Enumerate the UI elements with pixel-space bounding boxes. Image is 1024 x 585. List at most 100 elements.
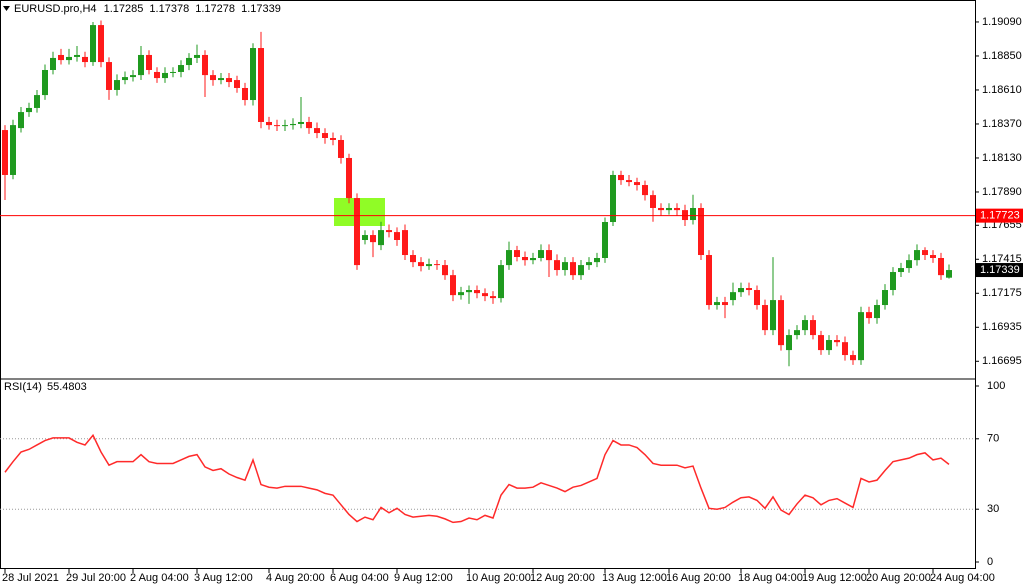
- candle-body: [426, 264, 432, 267]
- candle-body: [890, 272, 896, 291]
- candle-body: [66, 56, 72, 61]
- candle-body: [146, 54, 152, 70]
- candle-body: [50, 57, 56, 70]
- candle-body: [858, 312, 864, 361]
- candle-body: [690, 207, 696, 221]
- candle-body: [74, 54, 80, 57]
- candle-body: [26, 107, 32, 113]
- candle-body: [274, 125, 280, 127]
- candle-body: [306, 121, 312, 129]
- candle-body: [562, 262, 568, 271]
- candle-body: [186, 57, 192, 66]
- y-tick-label: 1.17175: [982, 287, 1022, 299]
- candle-body: [610, 174, 616, 223]
- candle-body: [754, 290, 760, 306]
- candle-body: [466, 290, 472, 293]
- candle-body: [98, 25, 104, 63]
- candle-body: [290, 123, 296, 126]
- candle-body: [674, 207, 680, 211]
- candle-body: [586, 262, 592, 266]
- candle-body: [18, 112, 24, 129]
- candle-body: [34, 95, 40, 108]
- candle-body: [490, 296, 496, 299]
- candle-body: [602, 222, 608, 258]
- candle-body: [402, 230, 408, 256]
- candle-body: [594, 257, 600, 263]
- candle-body: [778, 300, 784, 346]
- candle-body: [946, 270, 952, 278]
- candle-body: [178, 65, 184, 72]
- candle-body: [538, 250, 544, 258]
- candle-body: [506, 250, 512, 266]
- candle-body: [210, 75, 216, 81]
- candle-body: [250, 48, 256, 101]
- y-tick-label: 1.19090: [982, 16, 1022, 28]
- candle-body: [618, 174, 624, 181]
- hline-tag-label: 1.17723: [980, 210, 1020, 222]
- rsi-title: RSI(14): [4, 381, 42, 393]
- candle-body: [314, 128, 320, 134]
- y-tick-label: 100: [987, 380, 1005, 392]
- candle-body: [162, 72, 168, 79]
- hline-tag: [976, 208, 1023, 223]
- candle-body: [298, 121, 304, 124]
- candle-body: [842, 342, 848, 356]
- x-tick-label: 9 Aug 12:00: [394, 572, 453, 584]
- candle-body: [58, 54, 64, 61]
- candle-body: [722, 302, 728, 306]
- y-tick-label: 1.16695: [982, 355, 1022, 367]
- candle-body: [906, 260, 912, 269]
- rsi-last: 55.4803: [47, 381, 87, 393]
- candle-body: [530, 257, 536, 261]
- candle-body: [122, 77, 128, 81]
- rsi-header: RSI(14) 55.4803: [4, 381, 87, 393]
- candle-body: [418, 262, 424, 267]
- candle-body: [170, 71, 176, 73]
- candle-body: [866, 312, 872, 319]
- candle-body: [874, 305, 880, 319]
- candle-body: [578, 265, 584, 276]
- candle-body: [106, 62, 112, 90]
- candle-body: [458, 292, 464, 296]
- candle-body: [114, 80, 120, 90]
- plot-frame: [0, 0, 976, 569]
- x-tick-label: 12 Aug 20:00: [530, 572, 595, 584]
- y-tick-label: 1.18850: [982, 50, 1022, 62]
- rsi-line: [4, 433, 950, 524]
- x-tick-label: 18 Aug 04:00: [738, 572, 803, 584]
- x-tick-label: 28 Jul 2021: [2, 572, 59, 584]
- candle-body: [330, 137, 336, 140]
- candle-body: [730, 292, 736, 301]
- candle-body: [514, 250, 520, 258]
- candle-body: [762, 305, 768, 331]
- last-close: 1.17339: [241, 3, 281, 15]
- candle-body: [482, 293, 488, 297]
- x-tick-label: 19 Aug 12:00: [802, 572, 867, 584]
- candle-body: [794, 330, 800, 336]
- candle-body: [474, 290, 480, 294]
- candle-body: [498, 265, 504, 299]
- y-tick-label: 1.18610: [982, 84, 1022, 96]
- candle-body: [410, 255, 416, 263]
- x-tick-label: 24 Aug 04:00: [930, 572, 995, 584]
- candle-body: [362, 235, 368, 241]
- candle-body: [650, 195, 656, 208]
- candle-body: [82, 56, 88, 63]
- y-tick-label: 1.17890: [982, 186, 1022, 198]
- candle-body: [938, 257, 944, 276]
- y-tick-label: 1.18370: [982, 118, 1022, 130]
- y-tick-label: 1.16935: [982, 321, 1022, 333]
- candle-body: [642, 185, 648, 196]
- candle-body: [706, 255, 712, 306]
- candle-body: [882, 290, 888, 306]
- candle-body: [850, 355, 856, 361]
- x-tick-label: 29 Jul 20:00: [66, 572, 126, 584]
- candle-body: [914, 250, 920, 261]
- candle-body: [698, 207, 704, 256]
- candle-body: [138, 54, 144, 76]
- x-tick-label: 20 Aug 20:00: [866, 572, 931, 584]
- candle-body: [10, 125, 16, 175]
- candle-body: [90, 25, 96, 63]
- candle-body: [2, 130, 8, 175]
